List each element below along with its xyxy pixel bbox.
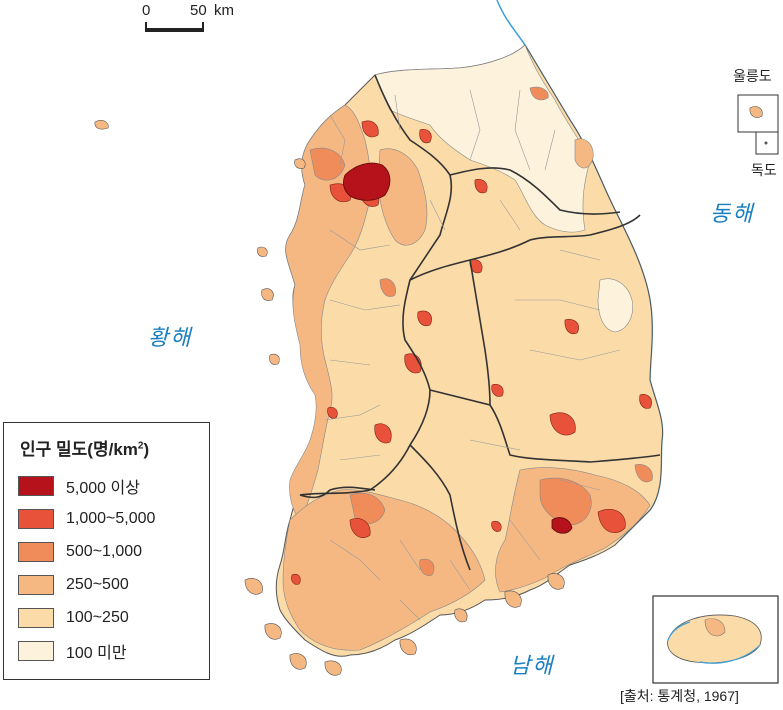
city-jinju (491, 520, 502, 532)
island-s-3 (504, 590, 522, 608)
legend-swatch (18, 641, 54, 661)
region-gangneung (574, 138, 594, 169)
legend-title: 인구 밀도(명/km2) (20, 435, 149, 460)
region-gimhae (539, 477, 592, 526)
region-low-density-east (597, 278, 633, 333)
dokdo-island (764, 141, 768, 145)
sea-label-west: 황해 (148, 325, 193, 350)
ulleungdo-island (749, 106, 763, 118)
legend-label: 250~500 (66, 576, 129, 593)
island-sw-1 (244, 578, 263, 595)
region-gyeonggi-east (377, 148, 428, 246)
legend-item: 5,000 이상 (18, 475, 140, 497)
boundary-chungbuk-east (469, 259, 491, 406)
source-citation: [출처: 통계청, 1967] (620, 688, 739, 704)
island-s-2 (454, 608, 468, 623)
ulleungdo-label: 울릉도 (733, 68, 772, 84)
city-chuncheon (419, 129, 432, 144)
legend-title-unit-sup: 2 (137, 440, 144, 452)
region-suncheon (419, 558, 435, 576)
boundary-jeolla (409, 444, 471, 571)
legend-item: 100~250 (18, 607, 129, 629)
city-uijeongbu (361, 120, 379, 138)
island-west-1 (94, 120, 109, 130)
island-west-2 (257, 246, 268, 257)
region-west-coast (285, 104, 372, 521)
region-southeast (495, 467, 651, 593)
city-daegu (549, 412, 576, 436)
jeju-island (667, 614, 762, 664)
legend-label: 100~250 (66, 609, 129, 626)
city-cheongju (417, 310, 432, 327)
legend-swatch (18, 509, 54, 529)
legend-swatch (18, 608, 54, 628)
boundary-jeonbuk-south (299, 486, 376, 499)
legend-swatch (18, 476, 54, 496)
city-wonju (474, 179, 488, 194)
legend-label: 5,000 이상 (66, 480, 140, 497)
legend-title-unit-suffix: ) (143, 440, 150, 459)
scale-unit: km (214, 2, 234, 19)
region-cheonan (379, 278, 396, 297)
city-gunsan (327, 407, 338, 419)
legend: 인구 밀도(명/km2) 5,000 이상 1,000~5,000 500~1,… (3, 422, 210, 680)
jeju-coastline (667, 621, 761, 664)
dokdo-label: 독도 (751, 162, 777, 178)
boundary-west (299, 74, 453, 496)
legend-label: 1,000~5,000 (66, 510, 156, 527)
legend-title-main: 인구 밀도 (20, 440, 88, 459)
district-boundaries (324, 89, 621, 621)
city-seoul (343, 162, 391, 201)
region-ulsan (634, 464, 653, 483)
island-s-1 (399, 638, 417, 656)
island-sw-4 (324, 660, 342, 676)
jeju-city (704, 618, 726, 637)
legend-item: 500~1,000 (18, 541, 142, 563)
city-mokpo (291, 573, 301, 585)
boundary-gangwon (449, 167, 621, 215)
legend-item: 250~500 (18, 574, 129, 596)
region-southwest (282, 489, 486, 651)
city-masan (551, 517, 573, 534)
legend-title-unit-prefix: (명/km (87, 440, 138, 459)
island-geoje (547, 573, 565, 590)
legend-item: 100 미만 (18, 640, 127, 662)
city-pohang (639, 394, 652, 409)
region-sokcho (529, 86, 549, 101)
island-sw-2 (264, 623, 282, 640)
island-sw-3 (289, 653, 307, 670)
legend-swatch (18, 575, 54, 595)
island-west-4 (269, 353, 280, 365)
region-gimpo (309, 147, 346, 181)
sea-label-east: 동해 (710, 201, 755, 226)
city-andong (564, 319, 579, 335)
city-gwangju (349, 518, 371, 539)
boundary-gyeongbuk-south (429, 389, 661, 463)
sea-label-south: 남해 (510, 653, 555, 678)
city-jeonju (374, 423, 392, 444)
island-west-3 (261, 288, 274, 301)
legend-label: 500~1,000 (66, 543, 143, 560)
island-ganghwa (294, 158, 306, 169)
scale-distance: 50 (190, 2, 207, 19)
legend-item: 1,000~5,000 (18, 508, 155, 530)
legend-label: 100 미만 (66, 645, 127, 662)
city-gimcheon (491, 384, 504, 397)
city-busan (597, 508, 626, 533)
scale-zero: 0 (142, 2, 151, 19)
boundary-chungbuk-north (409, 214, 641, 281)
legend-swatch (18, 542, 54, 562)
